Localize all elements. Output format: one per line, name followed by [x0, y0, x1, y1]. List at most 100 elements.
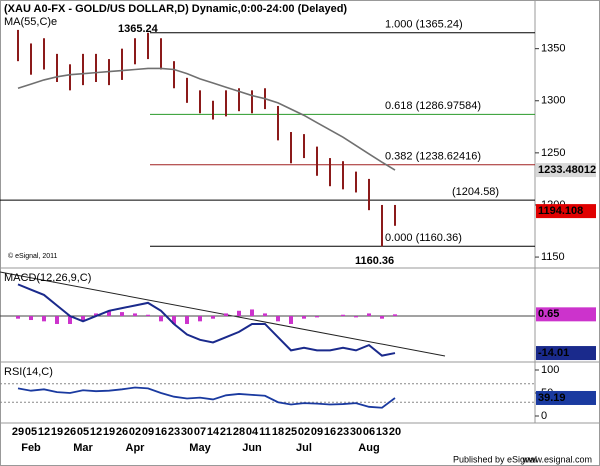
annotation: 1160.36	[355, 255, 394, 267]
x-tick-label: 09	[142, 426, 154, 438]
x-tick-label: 14	[207, 426, 220, 438]
x-tick-label: 12	[90, 426, 102, 438]
histogram-bar	[42, 316, 46, 322]
histogram-bar	[393, 314, 397, 317]
value-box-label: 1194.108	[538, 205, 583, 217]
x-tick-label: 02	[129, 426, 141, 438]
histogram-bar	[185, 316, 189, 324]
month-label: Jun	[242, 442, 262, 454]
x-tick-label: 04	[246, 426, 259, 438]
x-tick-label: 30	[181, 426, 193, 438]
value-box	[536, 163, 596, 178]
x-tick-label: 06	[363, 426, 375, 438]
annotation: 1365.24	[118, 23, 159, 35]
value-box	[536, 307, 596, 322]
value-box	[536, 204, 596, 219]
value-box-label: -14.01	[538, 347, 569, 359]
x-tick-label: 26	[116, 426, 128, 438]
histogram-bar	[250, 309, 254, 317]
x-tick-label: 20	[389, 426, 401, 438]
histogram-bar	[237, 310, 241, 317]
x-tick-label: 30	[350, 426, 362, 438]
x-tick-label: 07	[194, 426, 206, 438]
x-tick-label: 25	[285, 426, 297, 438]
panel-title: MACD(12,26,9,C)	[4, 272, 91, 284]
rsi-line	[17, 386, 396, 409]
histogram-bar	[172, 316, 176, 324]
histogram-bar	[224, 313, 228, 317]
month-label: Mar	[73, 442, 93, 454]
histogram-bar	[198, 316, 202, 322]
histogram-bar	[107, 310, 111, 317]
ma-line	[17, 67, 396, 171]
y-tick-label: 1300	[541, 95, 565, 107]
fib-label: 1.000 (1365.24)	[385, 19, 463, 31]
histogram-bar	[16, 316, 20, 319]
url: www.esignal.com	[521, 454, 592, 464]
month-label: Aug	[358, 442, 379, 454]
x-tick-label: 16	[324, 426, 336, 438]
histogram-bar	[380, 316, 384, 319]
panel-title: RSI(14,C)	[4, 366, 53, 378]
histogram-bar	[81, 316, 85, 322]
histogram-bar	[94, 313, 98, 317]
y-tick-label: 1150	[541, 251, 565, 263]
fib-label: 0.618 (1286.97584)	[385, 100, 481, 112]
x-tick-label: 21	[220, 426, 232, 438]
macd-line	[17, 283, 396, 357]
month-label: Apr	[126, 442, 146, 454]
chart-title: (XAU A0-FX - GOLD/US DOLLAR,D) Dynamic,0…	[4, 3, 347, 15]
watermark: © eSignal, 2011	[8, 252, 58, 260]
histogram-bar	[29, 316, 33, 321]
histogram-bar	[289, 316, 293, 324]
x-tick-label: 16	[155, 426, 167, 438]
y-tick-label: 1350	[541, 43, 565, 55]
y-tick-label: 100	[541, 364, 559, 376]
x-tick-label: 19	[103, 426, 115, 438]
publisher: Published by eSignal	[453, 454, 537, 464]
x-tick-label: 05	[25, 426, 37, 438]
histogram-bar	[263, 313, 267, 317]
x-tick-label: 23	[337, 426, 349, 438]
x-tick-label: 11	[259, 426, 271, 438]
month-label: May	[189, 442, 211, 454]
histogram-bar	[120, 312, 124, 317]
histogram-bar	[159, 316, 163, 322]
month-label: Jul	[296, 442, 312, 454]
price-line-label: (1204.58)	[452, 186, 499, 198]
y-tick-label: 0	[541, 410, 547, 422]
x-tick-label: 05	[77, 426, 89, 438]
histogram-bar	[68, 316, 72, 324]
x-tick-label: 23	[168, 426, 180, 438]
histogram-bar	[211, 316, 215, 319]
histogram-bar	[276, 316, 280, 322]
value-box-label: 1233.48012	[538, 164, 596, 176]
histogram-bar	[354, 316, 358, 318]
histogram-bar	[133, 313, 137, 317]
value-box-label: 0.65	[538, 308, 559, 320]
x-tick-label: 02	[298, 426, 310, 438]
y-tick-label: 1250	[541, 147, 565, 159]
value-box-label: 39.19	[538, 392, 566, 404]
x-tick-label: 26	[64, 426, 76, 438]
x-tick-label: 12	[38, 426, 50, 438]
histogram-bar	[315, 316, 319, 318]
histogram-bar	[146, 314, 150, 317]
trend-line	[0, 271, 446, 357]
histogram-bar	[302, 316, 306, 319]
month-label: Feb	[21, 442, 41, 454]
x-tick-label: 29	[12, 426, 24, 438]
x-tick-label: 19	[51, 426, 63, 438]
value-box	[536, 390, 596, 405]
ma-label: MA(55,C)e	[4, 16, 57, 28]
x-tick-label: 28	[233, 426, 245, 438]
histogram-bar	[55, 316, 59, 324]
fib-label: 0.382 (1238.62416)	[385, 151, 481, 163]
x-tick-label: 09	[311, 426, 323, 438]
x-tick-label: 18	[272, 426, 284, 438]
histogram-bar	[341, 314, 345, 317]
x-tick-label: 13	[376, 426, 388, 438]
value-box	[536, 346, 596, 361]
